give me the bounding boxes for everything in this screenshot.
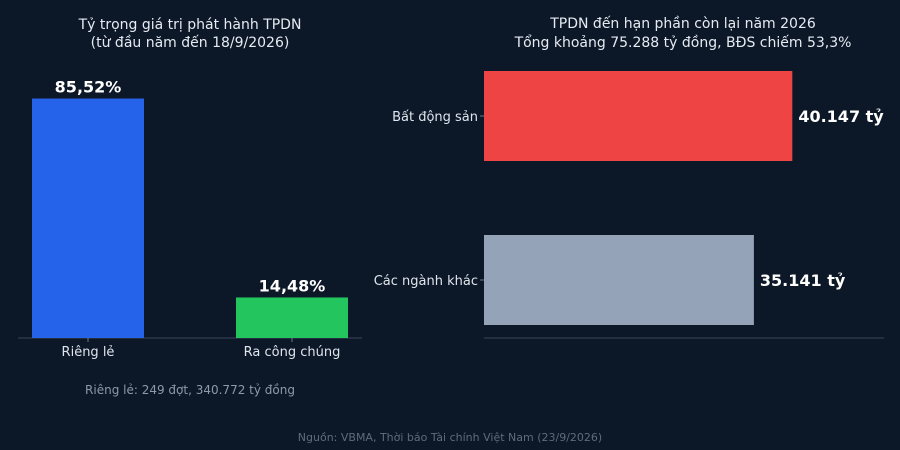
left-chart-title-line-2: (từ đầu năm đến 18/9/2026) bbox=[91, 34, 290, 51]
bar-bat-dong-san bbox=[484, 71, 793, 161]
left-chart-bars: 85,52% Riêng lẻ 14,48% Ra công chúng bbox=[32, 78, 348, 360]
value-label-ra-cong-chung: 14,48% bbox=[259, 276, 326, 295]
value-label-cac-nganh-khac: 35.141 tỷ bbox=[760, 271, 846, 290]
right-chart-title-line-2: Tổng khoảng 75.288 tỷ đồng, BĐS chiếm 53… bbox=[514, 34, 852, 51]
right-chart: TPDN đến hạn phần còn lại năm 2026 Tổng … bbox=[374, 15, 884, 339]
left-chart-note: Riêng lẻ: 249 đợt, 340.772 tỷ đồng bbox=[85, 383, 295, 397]
left-chart-title-line-1: Tỷ trọng giá trị phát hành TPDN bbox=[78, 17, 302, 33]
right-chart-bars: 40.147 tỷ Bất động sản 35.141 tỷ Các ngành … bbox=[374, 71, 884, 325]
category-label-cac-nganh-khac: Các ngành khác bbox=[374, 274, 478, 289]
value-label-rieng-le: 85,52% bbox=[55, 78, 122, 97]
bar-cac-nganh-khac bbox=[484, 235, 754, 325]
right-chart-title-line-1: TPDN đến hạn phần còn lại năm 2026 bbox=[549, 15, 816, 32]
bar-rieng-le bbox=[32, 98, 144, 338]
category-label-rieng-le: Riêng lẻ bbox=[62, 345, 115, 360]
category-label-bat-dong-san: Bất động sản bbox=[392, 110, 478, 125]
bar-ra-cong-chung bbox=[236, 297, 348, 338]
source-note: Nguồn: VBMA, Thời báo Tài chính Việt Nam… bbox=[298, 431, 602, 444]
left-chart: Tỷ trọng giá trị phát hành TPDN (từ đầu … bbox=[18, 17, 362, 397]
category-label-ra-cong-chung: Ra công chúng bbox=[244, 345, 341, 360]
value-label-bat-dong-san: 40.147 tỷ bbox=[798, 107, 884, 126]
